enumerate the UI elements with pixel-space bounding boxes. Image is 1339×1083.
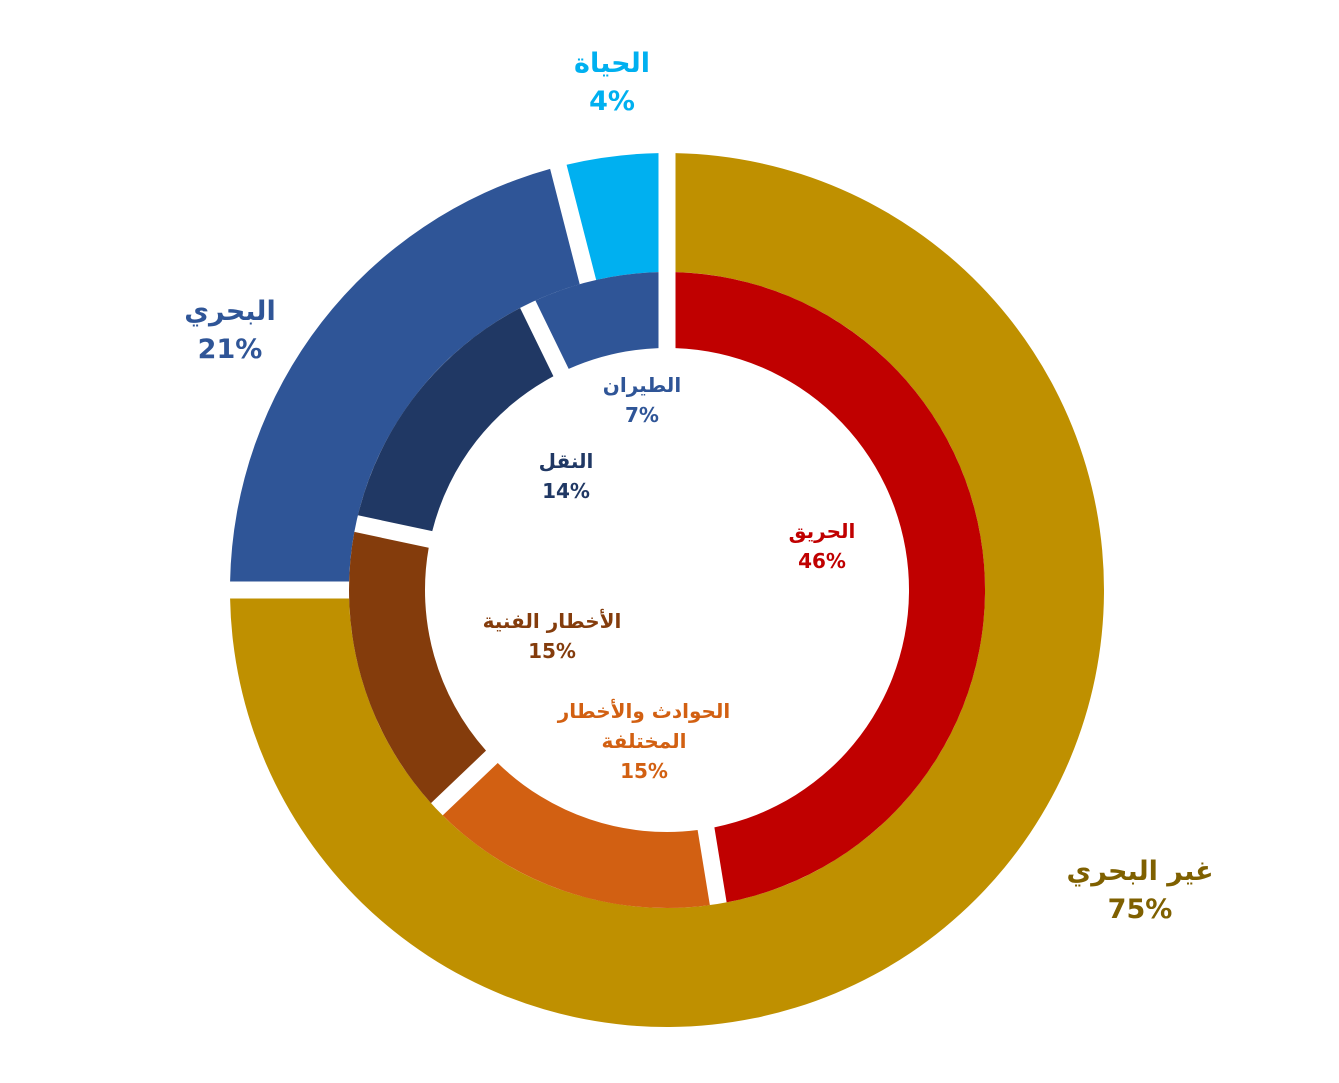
- outer-slice-label-marine: البحري 21%: [184, 296, 275, 365]
- outer-slice-label-life-name: الحياة: [574, 48, 650, 79]
- inner-slice-label-engineering-value: 15%: [528, 639, 576, 663]
- inner-slice-label-accidents-value: 15%: [620, 759, 668, 783]
- inner-slice-label-fire-name: الحريق: [789, 519, 856, 543]
- inner-slice-label-engineering: الأخطار الفنية 15%: [483, 608, 622, 663]
- inner-slice-arc-accidents: [442, 762, 710, 909]
- outer-slice-label-life-value: 4%: [589, 86, 635, 117]
- outer-slice-label-non-marine-value: 75%: [1108, 894, 1173, 925]
- inner-slice-label-aviation-value: 7%: [625, 403, 659, 427]
- outer-ring: [230, 153, 1104, 1027]
- outer-slice-label-life: الحياة 4%: [574, 48, 650, 117]
- inner-slice-label-aviation-name: الطيران: [603, 373, 681, 397]
- inner-slice-label-engineering-name: الأخطار الفنية: [483, 608, 622, 633]
- inner-ring: [349, 272, 986, 909]
- inner-slice-label-transport-value: 14%: [542, 479, 590, 503]
- inner-slice-arc-fire: [675, 272, 986, 903]
- inner-slice-label-transport: النقل 14%: [539, 449, 594, 503]
- inner-slice-label-fire-value: 46%: [798, 549, 846, 573]
- outer-slice-label-marine-value: 21%: [198, 334, 263, 365]
- inner-slice-label-accidents-name-line-2: المختلفة: [601, 729, 686, 753]
- inner-slice-label-transport-name: النقل: [539, 449, 594, 473]
- inner-slice-label-accidents-name-line-1: الحوادث والأخطار: [557, 698, 731, 723]
- outer-slice-arc-life: [566, 153, 659, 280]
- slice-labels: غير البحري 75%البحري 21%الحياة 4%الحريق 46%ا…: [184, 48, 1213, 925]
- inner-slice-label-accidents: الحوادث والأخطار المختلفة 15%: [557, 698, 731, 783]
- inner-slice-arc-engineering: [349, 531, 487, 804]
- inner-slice-arc-transport: [357, 307, 554, 532]
- inner-slice-label-fire: الحريق 46%: [789, 519, 856, 573]
- outer-slice-label-non-marine-name: غير البحري: [1066, 856, 1213, 887]
- outer-slice-label-marine-name: البحري: [184, 296, 275, 327]
- inner-slice-label-aviation: الطيران 7%: [603, 373, 681, 427]
- outer-slice-label-non-marine: غير البحري 75%: [1066, 856, 1213, 925]
- inner-slice-arc-aviation: [535, 272, 659, 369]
- outer-slice-arc-marine: [230, 168, 580, 582]
